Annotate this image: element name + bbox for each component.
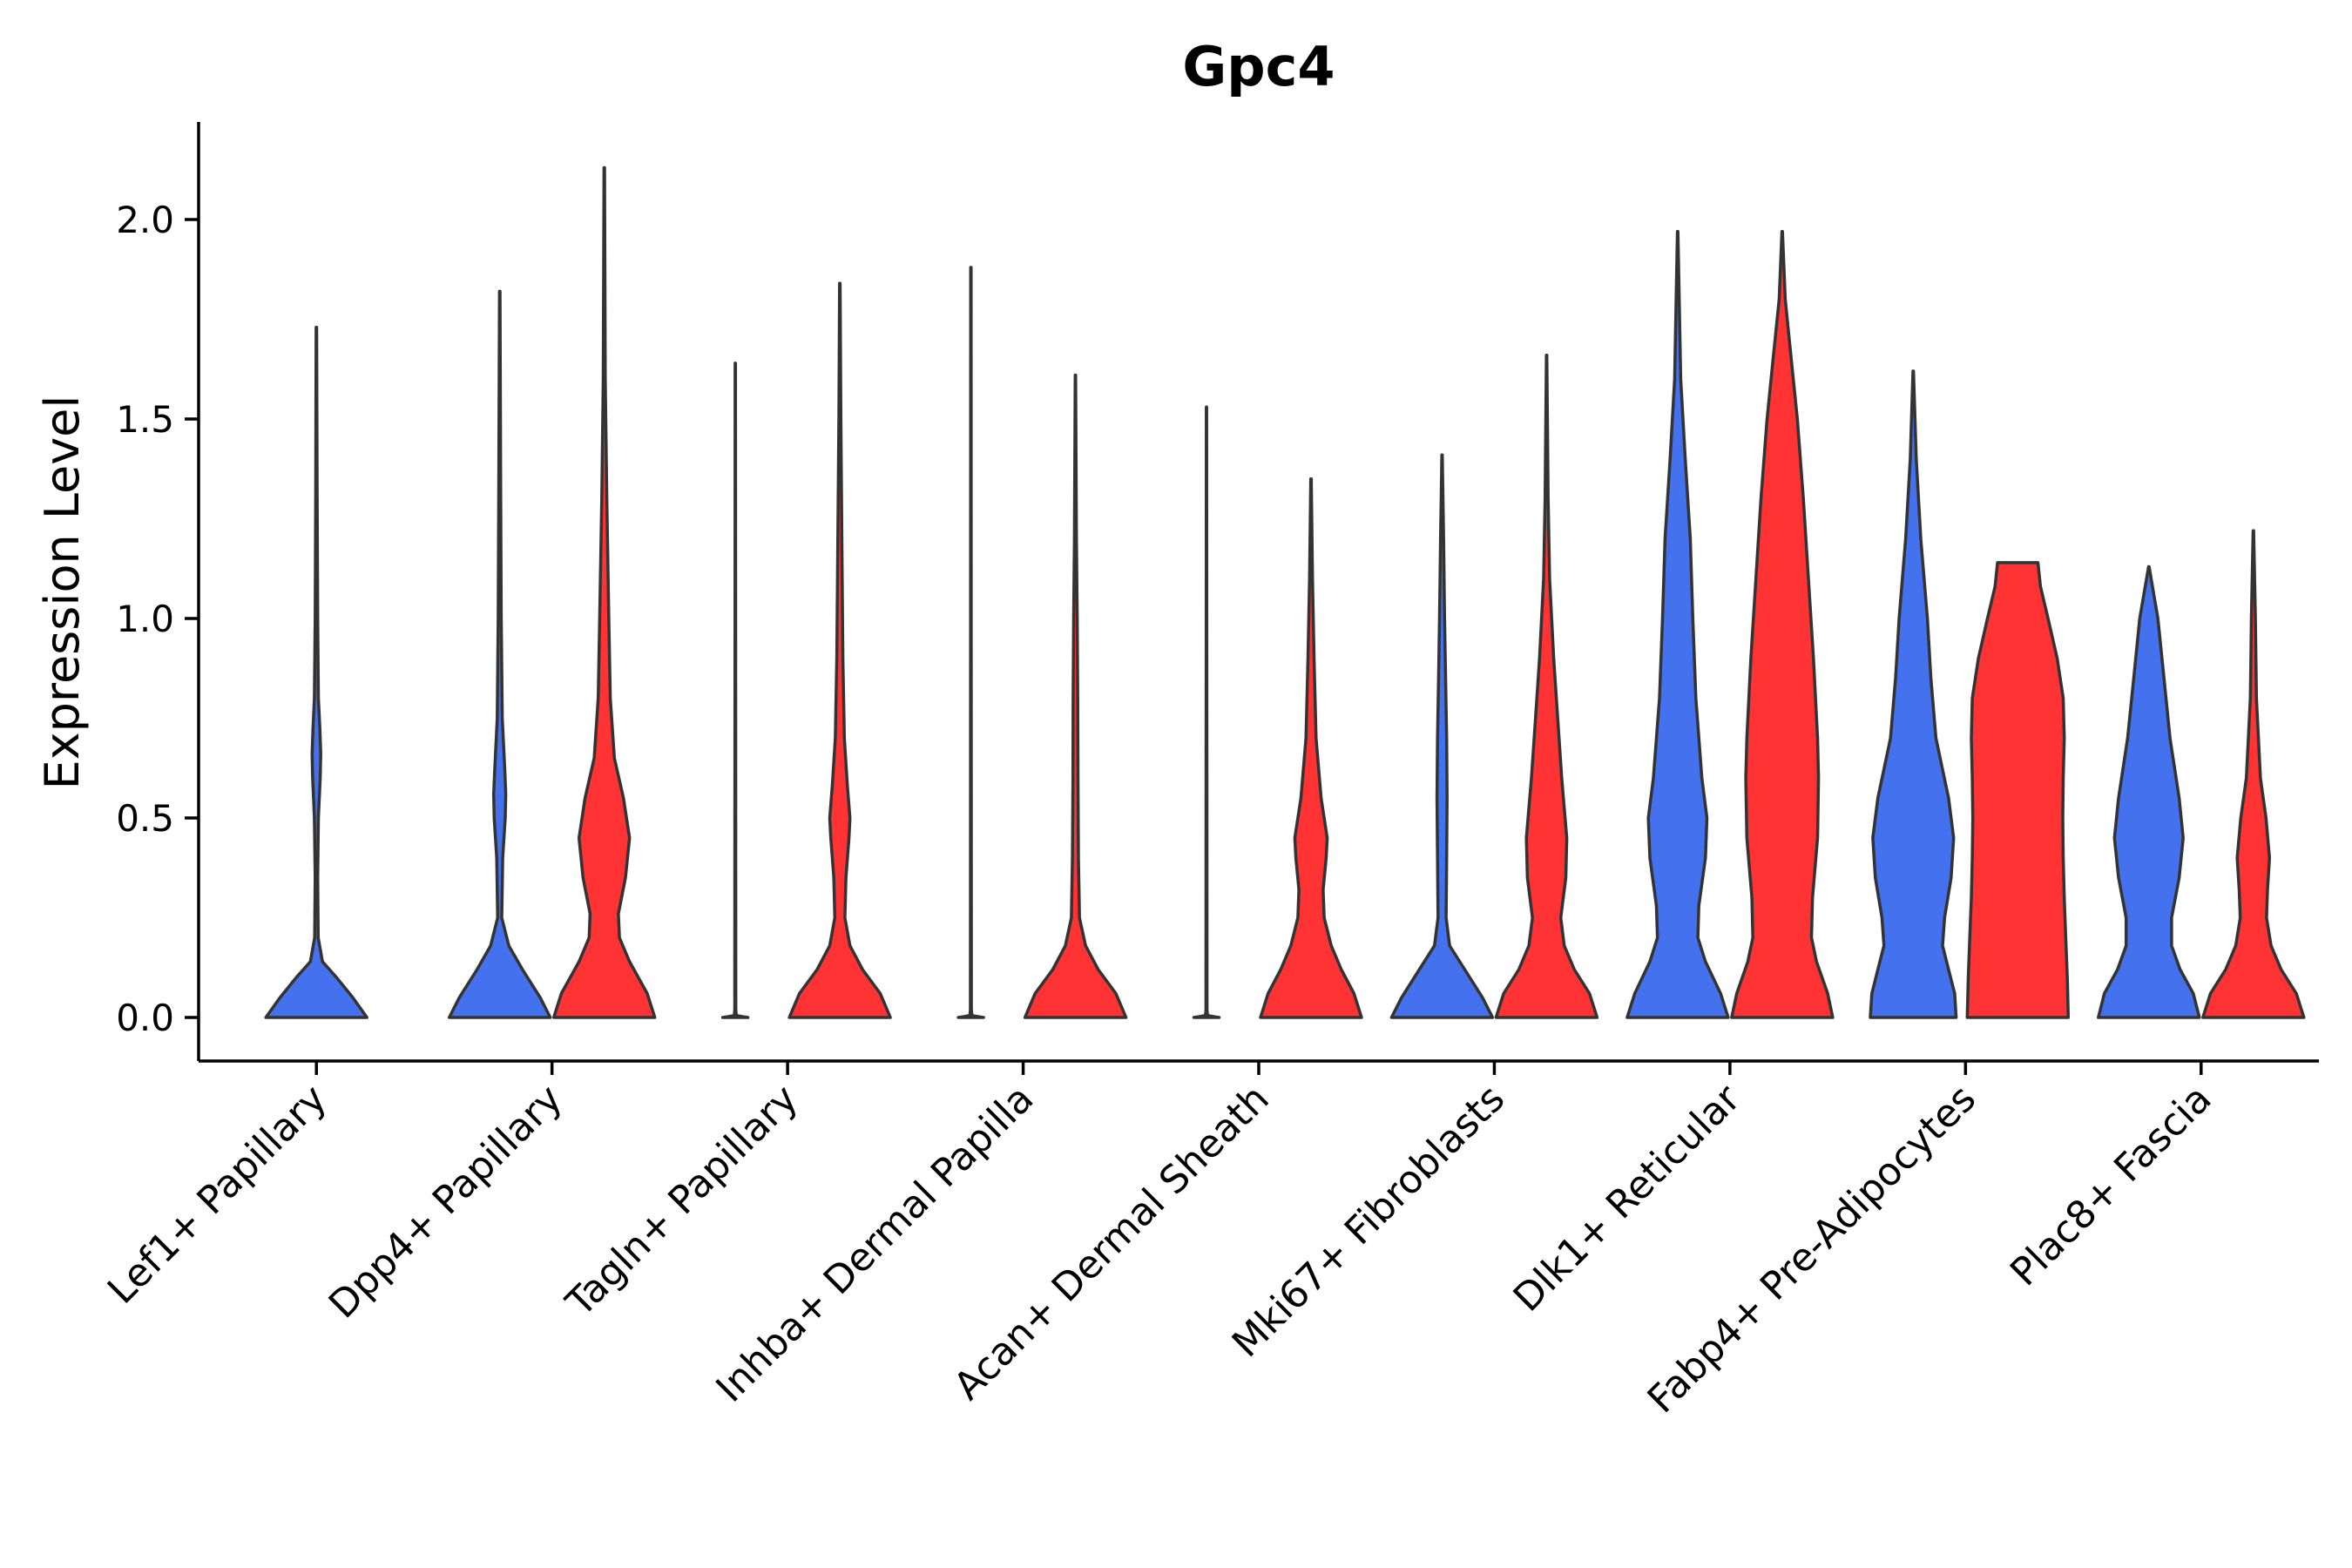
x-tick-label: Plac8+ Fascia [2002, 1077, 2220, 1295]
violin-4-group2 [1023, 373, 1128, 1019]
chart-title: Gpc4 [1182, 35, 1335, 98]
violin-6-group2 [1494, 353, 1599, 1019]
violin-6-group1 [1389, 453, 1495, 1019]
violin-8-group1 [1869, 369, 1958, 1019]
violin-4-group1 [956, 266, 985, 1019]
violin-3-group1 [720, 362, 750, 1019]
y-axis-label: Expression Level [35, 395, 90, 790]
x-tick-label: Mki67+ Fibroblasts [1224, 1077, 1513, 1366]
x-tick-label: Tagln+ Papillary [558, 1077, 807, 1326]
violin-3-group2 [787, 281, 892, 1019]
violin-8-group2 [1965, 561, 2071, 1019]
x-tick-label: Dlk1+ Reticular [1505, 1076, 1750, 1321]
violin-5-group1 [1192, 405, 1221, 1019]
violin-9-group1 [2097, 564, 2201, 1019]
y-axis: 0.0 0.5 1.0 1.5 2.0 [116, 122, 200, 1061]
violin-9-group2 [2201, 529, 2306, 1019]
violin-2-group1 [447, 289, 552, 1019]
violin-2-group2 [551, 166, 657, 1019]
y-tick-label: 1.0 [116, 598, 174, 640]
violin-7-group2 [1730, 229, 1835, 1019]
y-tick-label: 2.0 [116, 199, 174, 241]
y-tick-label: 1.5 [116, 398, 174, 441]
y-tick-label: 0.0 [116, 997, 174, 1039]
violin-7-group1 [1625, 229, 1730, 1019]
violin-1-group1 [264, 325, 368, 1019]
x-tick-label: Lef1+ Papillary [99, 1077, 335, 1313]
x-tick-label: Dpp4+ Papillary [321, 1077, 571, 1328]
y-tick-label: 0.5 [116, 797, 174, 840]
violin-5-group2 [1259, 476, 1363, 1019]
violins-layer [264, 166, 2306, 1019]
